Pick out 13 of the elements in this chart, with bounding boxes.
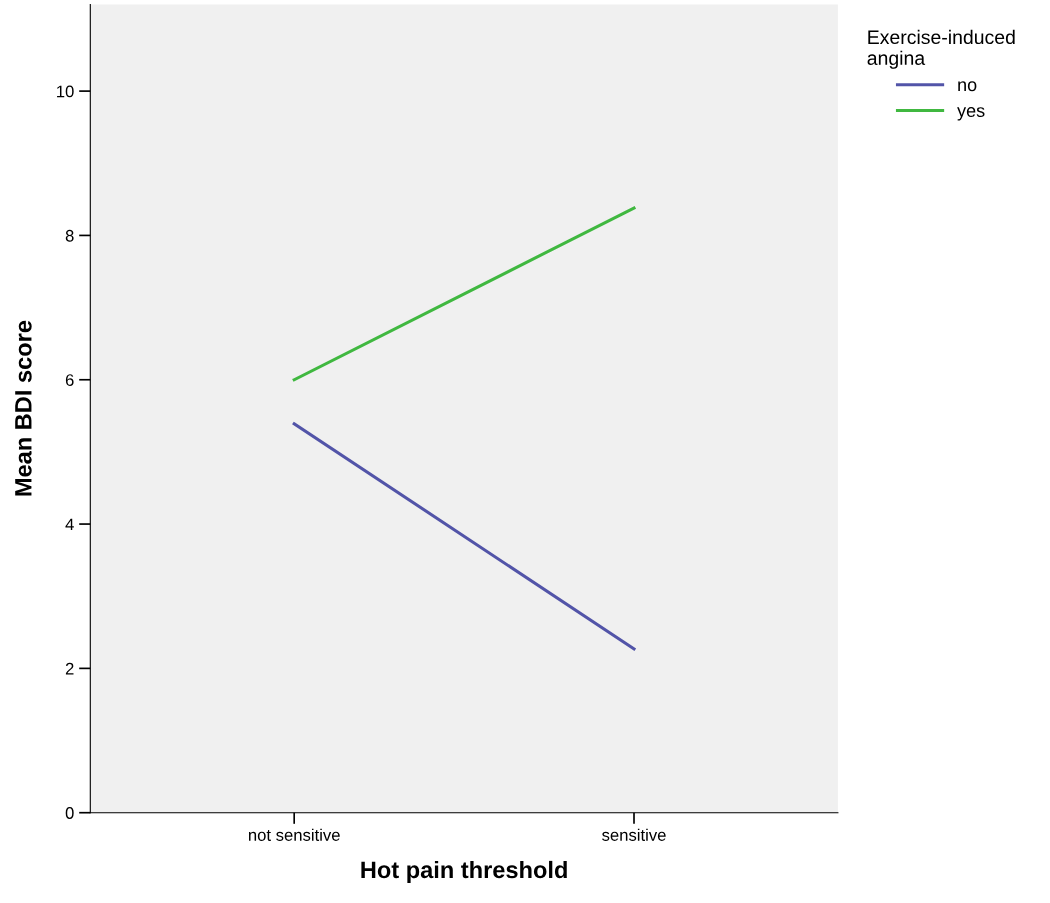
y-tick-label: 8 <box>65 229 74 242</box>
y-tick-label: 10 <box>57 85 74 98</box>
x-tick-label: sensitive <box>602 828 666 841</box>
y-tick-label: 6 <box>65 374 74 386</box>
x-axis-title: Hot pain threshold <box>361 860 567 883</box>
y-tick-label: 4 <box>65 518 74 531</box>
legend-label: no <box>958 81 977 92</box>
legend-label: yes <box>957 107 985 121</box>
legend-title: Exercise-induced angina <box>867 29 1015 69</box>
x-tick-label: not sensitive <box>248 828 340 841</box>
y-tick-label: 2 <box>65 662 74 675</box>
y-axis-title: Mean BDI score <box>15 320 32 496</box>
y-tick-label: 0 <box>65 807 74 819</box>
